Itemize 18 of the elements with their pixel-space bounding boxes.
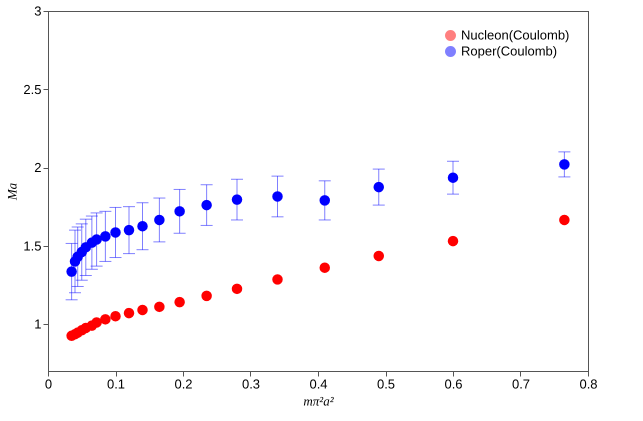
- x-tick-label: 0.2: [174, 376, 193, 392]
- legend-label: Roper(Coulomb): [461, 44, 558, 58]
- y-tick-label: 1.5: [23, 238, 42, 254]
- y-tick-label: 2: [34, 160, 42, 176]
- x-tick-label: 0.7: [512, 376, 530, 392]
- x-tick-label: 0.5: [376, 376, 396, 392]
- legend-label: Nucleon(Coulomb): [461, 28, 570, 42]
- x-axis-title: mπ²a²: [303, 394, 335, 408]
- x-tick-label: 0.6: [444, 376, 463, 392]
- y-tick-label: 3: [34, 4, 42, 18]
- x-tick-label: 0.8: [579, 376, 598, 392]
- x-tick-label: 0: [44, 376, 52, 392]
- x-tick-label: 0.1: [106, 376, 126, 392]
- y-tick-label: 1: [34, 316, 42, 332]
- x-tick-label: 0.4: [309, 376, 328, 392]
- y-axis-title: Ma: [4, 182, 20, 202]
- y-tick-label: 2.5: [23, 82, 42, 97]
- x-tick-label: 0.3: [242, 376, 260, 392]
